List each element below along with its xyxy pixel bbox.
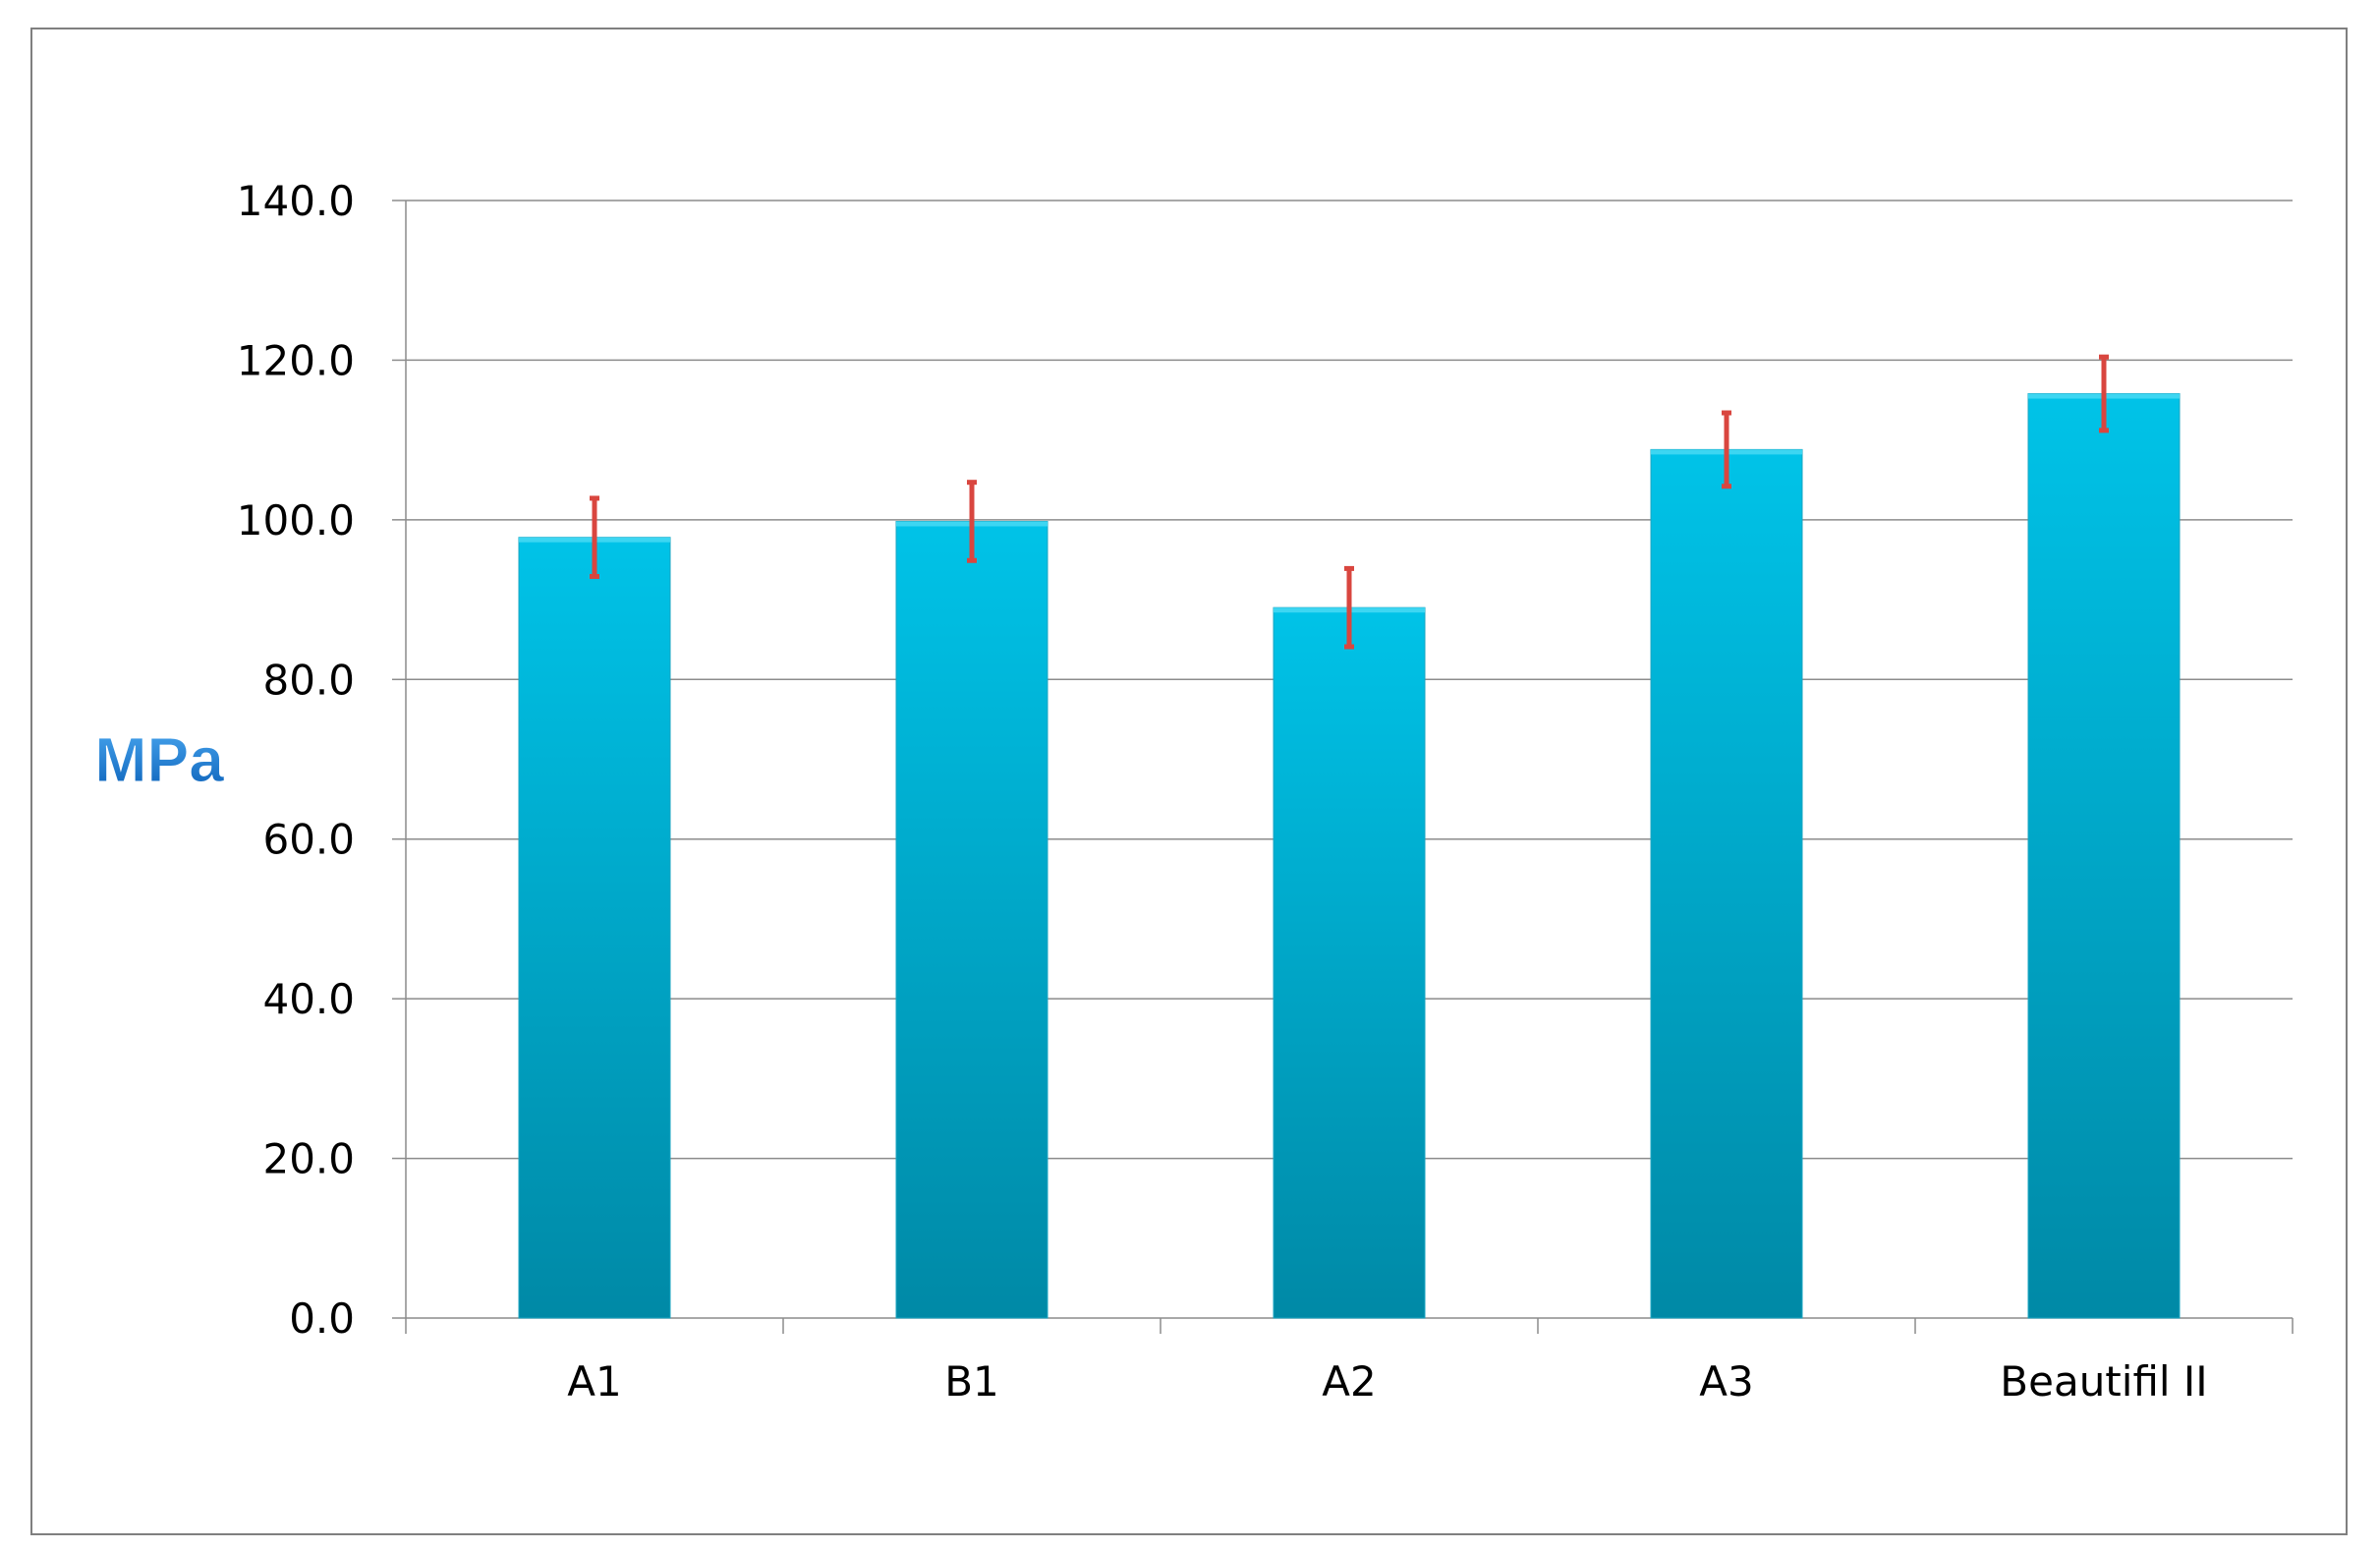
x-tick-label: A1 — [567, 1357, 621, 1406]
x-tick-labels: A1 B1 A2 A3 Beautifil II — [567, 1357, 2207, 1406]
error-bars — [590, 354, 2109, 650]
y-tick-label: 100.0 — [237, 496, 355, 545]
y-axis-label: MPa — [94, 724, 224, 795]
bars — [518, 393, 2181, 1319]
bar — [2027, 393, 2181, 1319]
chart-frame — [30, 28, 2348, 1535]
y-tick-label: 140.0 — [237, 177, 355, 225]
x-tick-label: Beautifil II — [2000, 1357, 2207, 1406]
y-tick-label: 20.0 — [262, 1135, 355, 1183]
gridlines — [406, 200, 2293, 1160]
y-tick-label: 40.0 — [262, 975, 355, 1023]
bar — [1273, 606, 1426, 1319]
bar — [518, 537, 671, 1319]
x-tick-label: B1 — [944, 1357, 999, 1406]
y-tick-label: 120.0 — [237, 336, 355, 384]
y-tick-label: 60.0 — [262, 816, 355, 864]
y-tick-label: 80.0 — [262, 656, 355, 704]
bar — [895, 520, 1048, 1319]
bar — [1650, 448, 1803, 1319]
y-tick-labels: 0.0 20.0 40.0 60.0 80.0 100.0 120.0 140.0 — [237, 177, 355, 1343]
x-tick-label: A2 — [1322, 1357, 1376, 1406]
x-tick-label: A3 — [1699, 1357, 1753, 1406]
y-tick-label: 0.0 — [289, 1294, 355, 1343]
